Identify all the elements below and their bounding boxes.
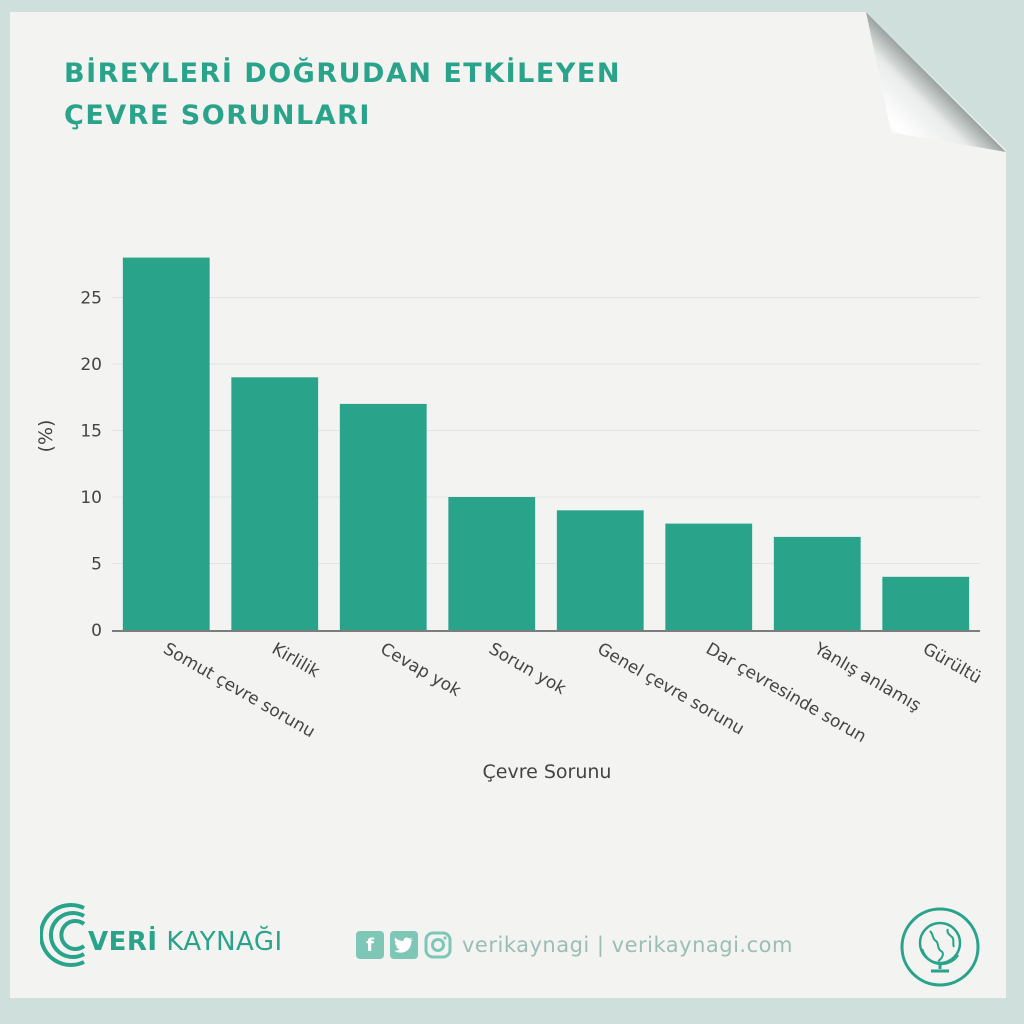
brand-logo-text: VERİ KAYNAĞI bbox=[88, 927, 283, 957]
bar bbox=[556, 510, 644, 630]
bar bbox=[448, 497, 536, 630]
y-axis-label: (%) bbox=[35, 420, 57, 453]
logo-arcs-icon bbox=[40, 903, 86, 967]
logo-rest-word: KAYNAĞI bbox=[157, 927, 283, 957]
x-tick-label: Kirlilik bbox=[268, 639, 323, 682]
y-tick-label: 0 bbox=[91, 621, 102, 641]
facebook-icon[interactable]: f bbox=[356, 931, 384, 959]
bar bbox=[122, 257, 210, 630]
x-tick-label: Sorun yok bbox=[485, 639, 569, 699]
y-tick-label: 20 bbox=[80, 355, 102, 375]
social-links: f verikaynagi | verikaynagi.com bbox=[356, 931, 793, 959]
y-tick-label: 10 bbox=[80, 488, 102, 508]
globe-icon bbox=[900, 907, 980, 987]
chart-title-line-2: ÇEVRE SORUNLARI bbox=[64, 100, 371, 131]
bar bbox=[882, 576, 970, 630]
y-tick-label: 5 bbox=[91, 555, 102, 575]
logo-bold-word: VERİ bbox=[88, 927, 158, 957]
bars bbox=[122, 257, 970, 630]
chart-title-line-1: BİREYLERİ DOĞRUDAN ETKİLEYEN bbox=[64, 58, 621, 89]
social-handle-text: verikaynagi | verikaynagi.com bbox=[462, 933, 793, 957]
y-axis-ticks: 0 5 10 15 20 25 bbox=[80, 289, 102, 642]
x-tick-label: Gürültü bbox=[919, 639, 984, 688]
instagram-icon[interactable] bbox=[424, 931, 452, 959]
bar bbox=[665, 523, 753, 630]
x-tick-label: Cevap yok bbox=[377, 639, 464, 701]
bar bbox=[773, 536, 861, 630]
x-axis-label: Çevre Sorunu bbox=[483, 761, 612, 783]
bar bbox=[231, 377, 319, 630]
y-tick-label: 25 bbox=[80, 289, 102, 309]
twitter-icon[interactable] bbox=[390, 931, 418, 959]
bar bbox=[339, 403, 427, 630]
y-tick-label: 15 bbox=[80, 422, 102, 442]
